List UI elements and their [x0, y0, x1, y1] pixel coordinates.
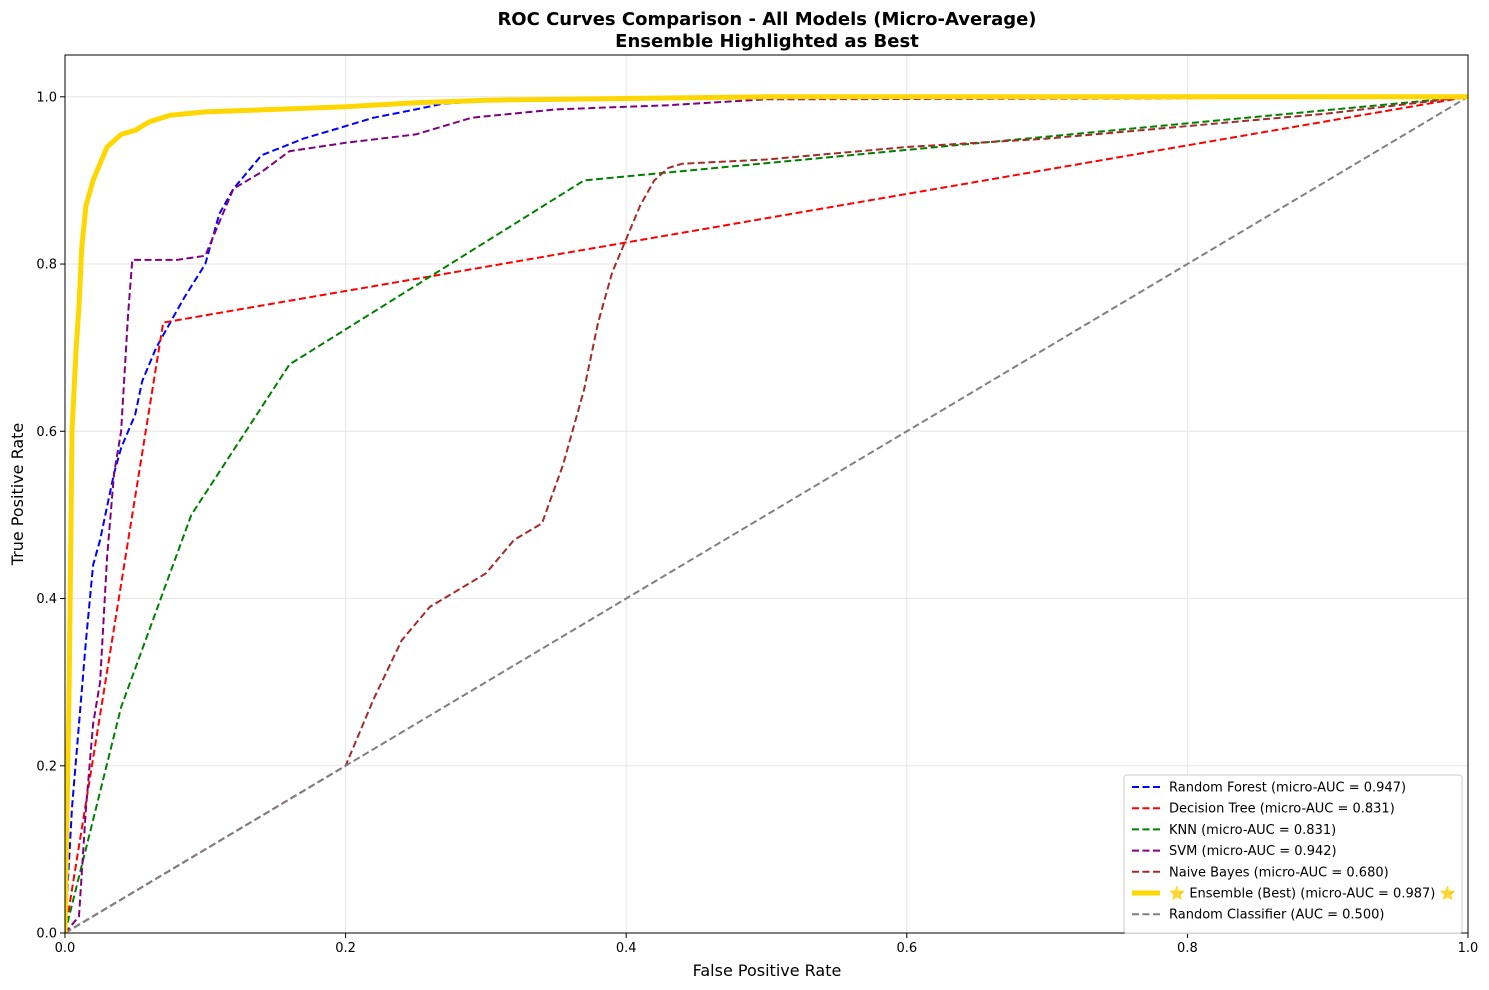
- series-line-2: [65, 95, 1469, 933]
- legend-entry-0: Random Forest (micro-AUC = 0.947): [1169, 781, 1406, 796]
- x-tick-label: 0.4: [616, 941, 637, 956]
- y-axis: 0.0 0.2 0.4 0.6 0.8 1.0: [36, 90, 65, 942]
- legend-entry-3: SVM (micro-AUC = 0.942): [1169, 844, 1337, 859]
- y-tick-label: 0.0: [36, 927, 57, 942]
- y-axis-label: True Positive Rate: [8, 423, 27, 567]
- chart-subtitle: Ensemble Highlighted as Best: [615, 31, 919, 52]
- legend: Random Forest (micro-AUC = 0.947) Decisio…: [1123, 774, 1463, 934]
- y-tick-label: 1.0: [36, 90, 57, 105]
- legend-entry-6: Random Classifier (AUC = 0.500): [1169, 908, 1384, 923]
- legend-entry-4: Naive Bayes (micro-AUC = 0.680): [1169, 865, 1389, 880]
- legend-entry-2: KNN (micro-AUC = 0.831): [1169, 823, 1336, 838]
- x-axis-label: False Positive Rate: [693, 961, 842, 980]
- series-line-1: [65, 95, 1469, 933]
- y-tick-label: 0.2: [36, 759, 57, 774]
- series-layer: [65, 94, 1469, 933]
- series-line-5: [65, 94, 1468, 933]
- x-tick-label: 0.6: [896, 941, 917, 956]
- y-tick-label: 0.4: [36, 592, 57, 607]
- series-line-3: [65, 95, 1469, 933]
- x-tick-label: 0.2: [335, 941, 356, 956]
- legend-entry-5: ⭐ Ensemble (Best) (micro-AUC = 0.987) ⭐: [1169, 886, 1456, 902]
- legend-entry-1: Decision Tree (micro-AUC = 0.831): [1169, 802, 1395, 817]
- plot-frame: [64, 54, 1469, 934]
- x-tick-label: 0.0: [55, 941, 76, 956]
- chart-title: ROC Curves Comparison - All Models (Micr…: [497, 9, 1036, 30]
- legend-box: [1123, 774, 1463, 934]
- x-axis: 0.0 0.2 0.4 0.6 0.8 1.0: [55, 933, 1479, 956]
- y-tick-label: 0.8: [36, 258, 57, 273]
- series-line-6: [65, 95, 1469, 933]
- x-tick-label: 0.8: [1177, 941, 1198, 956]
- x-tick-label: 1.0: [1458, 941, 1479, 956]
- y-tick-label: 0.6: [36, 425, 57, 440]
- series-line-4: [65, 95, 1469, 933]
